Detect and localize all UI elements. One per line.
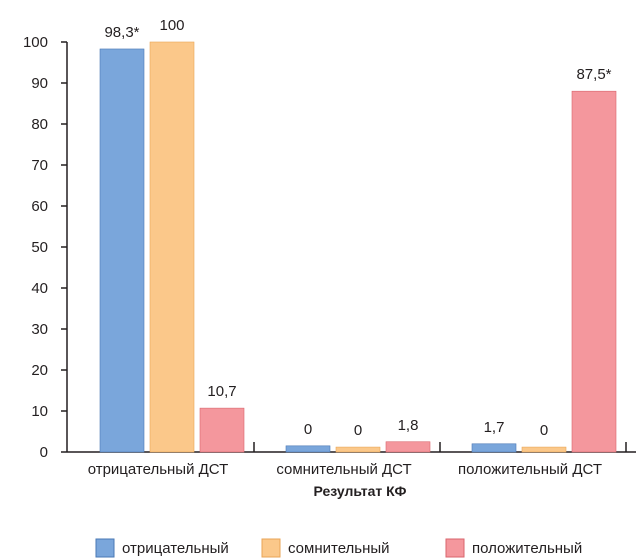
data-label: 87,5* [576,66,611,83]
x-category-label: сомнительный ДСТ [276,461,411,478]
data-label: 0 [540,422,548,439]
y-tick-label: 90 [31,75,48,92]
bar [99,48,145,453]
y-tick-label: 50 [31,239,48,256]
x-category-label: отрицательный ДСТ [88,461,229,478]
data-label: 1,8 [398,417,419,434]
data-label: 0 [304,421,312,438]
y-tick-label: 10 [31,403,48,420]
bar [571,90,617,453]
bar [149,41,195,453]
y-tick-label: 40 [31,280,48,297]
y-tick-label: 30 [31,321,48,338]
x-axis-title: Результат КФ [314,483,407,499]
legend-swatch [95,538,115,558]
data-labels: 98,3* 0 1,7 100 0 0 10,7 1,8 87,5* [104,17,611,439]
bar [385,441,431,453]
y-tick-label: 60 [31,198,48,215]
y-tick-label: 20 [31,362,48,379]
y-tick-label: 100 [23,34,48,51]
legend-swatch [445,538,465,558]
data-label: 1,7 [484,419,505,436]
bar [471,443,517,453]
legend-label: отрицательный [122,540,229,557]
bars [99,41,617,453]
legend: отрицательный сомнительный положительный [95,538,582,558]
legend-swatch [261,538,281,558]
y-tick-label: 0 [40,444,48,461]
bar [285,445,331,453]
legend-label: сомнительный [288,540,390,557]
legend-label: положительный [472,540,582,557]
bar [521,446,567,453]
x-category-label: положительный ДСТ [458,461,602,478]
y-tick-label: 80 [31,116,48,133]
bar [199,407,245,453]
y-tick-label: 70 [31,157,48,174]
data-label: 98,3* [104,24,139,41]
data-label: 100 [159,17,184,34]
data-label: 10,7 [207,383,236,400]
bar [335,446,381,453]
y-axis: 0 10 20 30 40 50 60 70 80 90 100 [23,34,68,461]
data-label: 0 [354,422,362,439]
